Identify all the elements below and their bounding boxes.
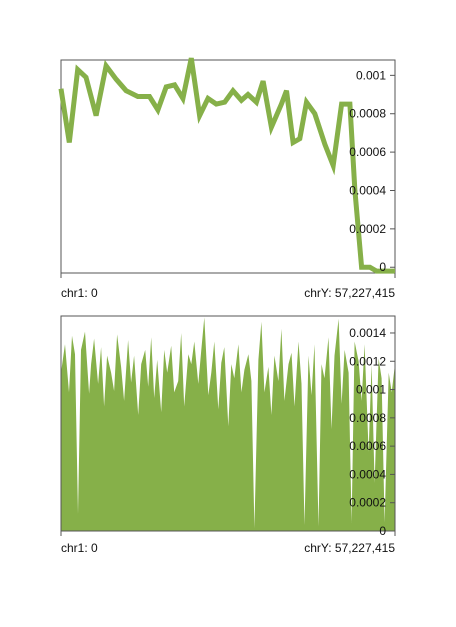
y-tick-label: 0.0014 <box>349 326 386 340</box>
y-tick-label: 0.0008 <box>349 411 386 425</box>
y-tick-label: 0.0004 <box>349 467 386 481</box>
y-tick-label: 0.0002 <box>349 222 386 236</box>
y-tick-label: 0 <box>379 524 386 538</box>
y-tick-label: 0.0012 <box>349 354 386 368</box>
series-line <box>58 57 395 274</box>
x-end-label: chrY: 57,227,415 <box>304 286 395 300</box>
plot-frame <box>60 315 396 532</box>
y-tick-label: 0.0008 <box>349 107 386 121</box>
y-tick-label: 0.001 <box>356 383 386 397</box>
y-tick-label: 0.0006 <box>349 439 386 453</box>
chart-panel-bottom: 0 0.0002 0.0004 0.0006 0.0008 0.001 0.0012 0.00… <box>60 315 396 555</box>
y-tick-label: 0.0002 <box>349 496 386 510</box>
y-tick-label: 0.001 <box>356 68 386 82</box>
y-tick-label: 0.0004 <box>349 183 386 197</box>
y-tick-label: 0.0006 <box>349 145 386 159</box>
y-axis-ticks: 0 0.0002 0.0004 0.0006 0.0008 0.001 0.0012 0.00… <box>349 326 395 538</box>
x-start-label: chr1: 0 <box>61 286 98 300</box>
x-start-label: chr1: 0 <box>61 541 98 555</box>
y-tick-label: 0 <box>379 260 386 274</box>
chart-panel-top: 0 0.0002 0.0004 0.0006 0.0008 0.001 chr1: 0 c… <box>58 57 396 300</box>
y-axis-ticks: 0 0.0002 0.0004 0.0006 0.0008 0.001 <box>349 68 395 274</box>
x-end-label: chrY: 57,227,415 <box>304 541 395 555</box>
plot-frame <box>60 59 396 274</box>
series-area <box>61 317 395 531</box>
